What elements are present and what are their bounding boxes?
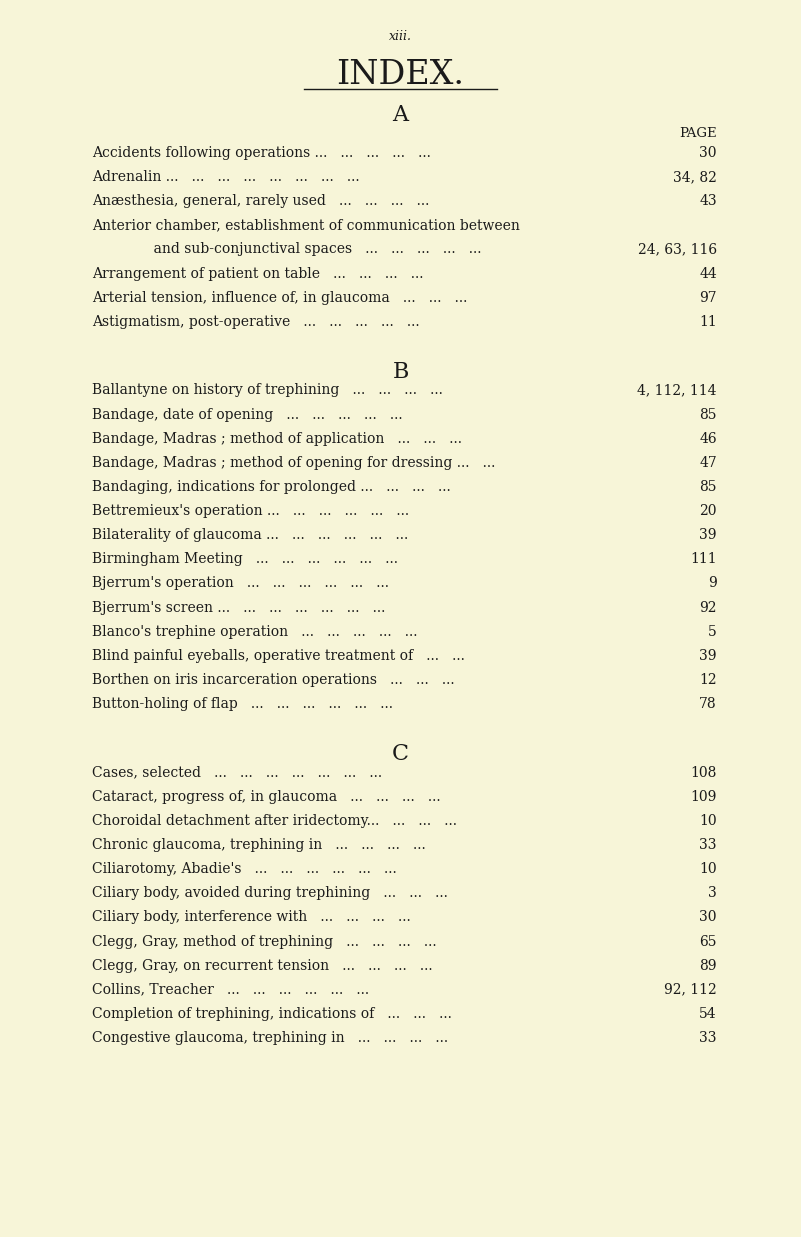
Text: Ciliarotomy, Abadie's   ...   ...   ...   ...   ...   ...: Ciliarotomy, Abadie's ... ... ... ... ..…	[92, 862, 396, 876]
Text: 9: 9	[708, 576, 717, 590]
Text: 92: 92	[699, 600, 717, 615]
Text: 10: 10	[699, 814, 717, 828]
Text: 30: 30	[699, 910, 717, 924]
Text: 4, 112, 114: 4, 112, 114	[638, 383, 717, 397]
Text: 39: 39	[699, 648, 717, 663]
Text: B: B	[392, 361, 409, 383]
Text: Chronic glaucoma, trephining in   ...   ...   ...   ...: Chronic glaucoma, trephining in ... ... …	[92, 837, 426, 852]
Text: 92, 112: 92, 112	[664, 982, 717, 997]
Text: 43: 43	[699, 194, 717, 208]
Text: Bilaterality of glaucoma ...   ...   ...   ...   ...   ...: Bilaterality of glaucoma ... ... ... ...…	[92, 528, 409, 542]
Text: 3: 3	[708, 886, 717, 901]
Text: and sub-conjunctival spaces   ...   ...   ...   ...   ...: and sub-conjunctival spaces ... ... ... …	[136, 242, 481, 256]
Text: Ballantyne on history of trephining   ...   ...   ...   ...: Ballantyne on history of trephining ... …	[92, 383, 443, 397]
Text: Arterial tension, influence of, in glaucoma   ...   ...   ...: Arterial tension, influence of, in glauc…	[92, 291, 468, 304]
Text: Anterior chamber, establishment of communication between: Anterior chamber, establishment of commu…	[92, 218, 520, 233]
Text: 78: 78	[699, 696, 717, 711]
Text: Blind painful eyeballs, operative treatment of   ...   ...: Blind painful eyeballs, operative treatm…	[92, 648, 465, 663]
Text: 46: 46	[699, 432, 717, 445]
Text: 109: 109	[690, 789, 717, 804]
Text: 65: 65	[699, 934, 717, 949]
Text: 85: 85	[699, 480, 717, 494]
Text: Borthen on iris incarceration operations   ...   ...   ...: Borthen on iris incarceration operations…	[92, 673, 455, 687]
Text: Bjerrum's operation   ...   ...   ...   ...   ...   ...: Bjerrum's operation ... ... ... ... ... …	[92, 576, 389, 590]
Text: Anæsthesia, general, rarely used   ...   ...   ...   ...: Anæsthesia, general, rarely used ... ...…	[92, 194, 429, 208]
Text: 85: 85	[699, 407, 717, 422]
Text: 34, 82: 34, 82	[673, 169, 717, 184]
Text: Clegg, Gray, on recurrent tension   ...   ...   ...   ...: Clegg, Gray, on recurrent tension ... ..…	[92, 959, 433, 972]
Text: 12: 12	[699, 673, 717, 687]
Text: Cataract, progress of, in glaucoma   ...   ...   ...   ...: Cataract, progress of, in glaucoma ... .…	[92, 789, 441, 804]
Text: 39: 39	[699, 528, 717, 542]
Text: 11: 11	[699, 314, 717, 329]
Text: 5: 5	[708, 625, 717, 638]
Text: Choroidal detachment after iridectomy...   ...   ...   ...: Choroidal detachment after iridectomy...…	[92, 814, 457, 828]
Text: 89: 89	[699, 959, 717, 972]
Text: Birmingham Meeting   ...   ...   ...   ...   ...   ...: Birmingham Meeting ... ... ... ... ... .…	[92, 552, 398, 567]
Text: Bandaging, indications for prolonged ...   ...   ...   ...: Bandaging, indications for prolonged ...…	[92, 480, 451, 494]
Text: 33: 33	[699, 1030, 717, 1045]
Text: 44: 44	[699, 266, 717, 281]
Text: 54: 54	[699, 1007, 717, 1021]
Text: Completion of trephining, indications of   ...   ...   ...: Completion of trephining, indications of…	[92, 1007, 452, 1021]
Text: Arrangement of patient on table   ...   ...   ...   ...: Arrangement of patient on table ... ... …	[92, 266, 424, 281]
Text: 10: 10	[699, 862, 717, 876]
Text: Accidents following operations ...   ...   ...   ...   ...: Accidents following operations ... ... .…	[92, 146, 431, 160]
Text: Clegg, Gray, method of trephining   ...   ...   ...   ...: Clegg, Gray, method of trephining ... ..…	[92, 934, 437, 949]
Text: Congestive glaucoma, trephining in   ...   ...   ...   ...: Congestive glaucoma, trephining in ... .…	[92, 1030, 449, 1045]
Text: Ciliary body, avoided during trephining   ...   ...   ...: Ciliary body, avoided during trephining …	[92, 886, 448, 901]
Text: Astigmatism, post-operative   ...   ...   ...   ...   ...: Astigmatism, post-operative ... ... ... …	[92, 314, 420, 329]
Text: 30: 30	[699, 146, 717, 160]
Text: Ciliary body, interference with   ...   ...   ...   ...: Ciliary body, interference with ... ... …	[92, 910, 411, 924]
Text: C: C	[392, 743, 409, 766]
Text: 108: 108	[690, 766, 717, 779]
Text: 33: 33	[699, 837, 717, 852]
Text: 24, 63, 116: 24, 63, 116	[638, 242, 717, 256]
Text: Blanco's trephine operation   ...   ...   ...   ...   ...: Blanco's trephine operation ... ... ... …	[92, 625, 417, 638]
Text: 111: 111	[690, 552, 717, 567]
Text: Cases, selected   ...   ...   ...   ...   ...   ...   ...: Cases, selected ... ... ... ... ... ... …	[92, 766, 382, 779]
Text: PAGE: PAGE	[679, 127, 717, 141]
Text: xiii.: xiii.	[389, 30, 412, 43]
Text: Bandage, date of opening   ...   ...   ...   ...   ...: Bandage, date of opening ... ... ... ...…	[92, 407, 403, 422]
Text: INDEX.: INDEX.	[336, 59, 465, 92]
Text: 97: 97	[699, 291, 717, 304]
Text: Bettremieux's operation ...   ...   ...   ...   ...   ...: Bettremieux's operation ... ... ... ... …	[92, 503, 409, 518]
Text: A: A	[392, 104, 409, 126]
Text: Button-holing of flap   ...   ...   ...   ...   ...   ...: Button-holing of flap ... ... ... ... ..…	[92, 696, 393, 711]
Text: 20: 20	[699, 503, 717, 518]
Text: Bandage, Madras ; method of opening for dressing ...   ...: Bandage, Madras ; method of opening for …	[92, 455, 496, 470]
Text: Collins, Treacher   ...   ...   ...   ...   ...   ...: Collins, Treacher ... ... ... ... ... ..…	[92, 982, 369, 997]
Text: Adrenalin ...   ...   ...   ...   ...   ...   ...   ...: Adrenalin ... ... ... ... ... ... ... ..…	[92, 169, 360, 184]
Text: Bandage, Madras ; method of application   ...   ...   ...: Bandage, Madras ; method of application …	[92, 432, 462, 445]
Text: 47: 47	[699, 455, 717, 470]
Text: Bjerrum's screen ...   ...   ...   ...   ...   ...   ...: Bjerrum's screen ... ... ... ... ... ...…	[92, 600, 385, 615]
